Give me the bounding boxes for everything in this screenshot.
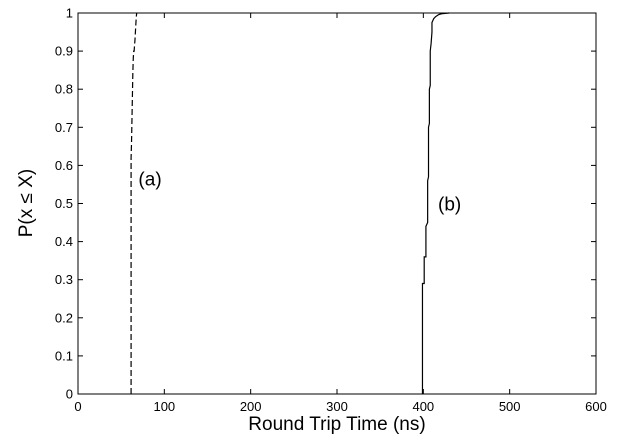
x-tick-label: 100 xyxy=(153,399,175,414)
y-tick-label: 0 xyxy=(66,387,73,402)
y-tick-label: 0.8 xyxy=(55,82,73,97)
x-tick-label: 600 xyxy=(585,399,607,414)
plot-area xyxy=(77,12,597,395)
y-tick-label: 0.1 xyxy=(55,348,73,363)
x-axis-ticks: 0 100 200 300 400 500 600 xyxy=(74,13,607,414)
x-tick-label: 400 xyxy=(412,399,434,414)
series-layer xyxy=(130,12,450,394)
series-line-a xyxy=(130,12,138,394)
y-tick-label: 0.6 xyxy=(55,158,73,173)
x-tick-label: 500 xyxy=(499,399,521,414)
y-axis-ticks: 0 0.1 0.2 0.3 0.4 0.5 0.6 0.7 0.8 0.9 1 xyxy=(55,6,596,402)
x-tick-label: 200 xyxy=(240,399,262,414)
annotation-label: (a) xyxy=(138,170,161,191)
y-tick-label: 0.5 xyxy=(55,196,73,211)
y-tick-label: 0.4 xyxy=(55,234,73,249)
series-line-b xyxy=(421,12,450,394)
x-axis-label: Round Trip Time (ns) xyxy=(248,414,425,435)
y-tick-label: 1 xyxy=(66,6,73,21)
annotation-label: (b) xyxy=(438,195,461,216)
y-tick-label: 0.3 xyxy=(55,272,73,287)
y-tick-label: 0.7 xyxy=(55,120,73,135)
annotation-layer: (a) (b) xyxy=(138,170,461,216)
y-tick-label: 0.2 xyxy=(55,310,73,325)
x-tick-label: 0 xyxy=(74,399,81,414)
y-tick-label: 0.9 xyxy=(55,44,73,59)
y-axis-label: P(x ≤ X) xyxy=(16,169,37,238)
x-tick-label: 300 xyxy=(326,399,348,414)
